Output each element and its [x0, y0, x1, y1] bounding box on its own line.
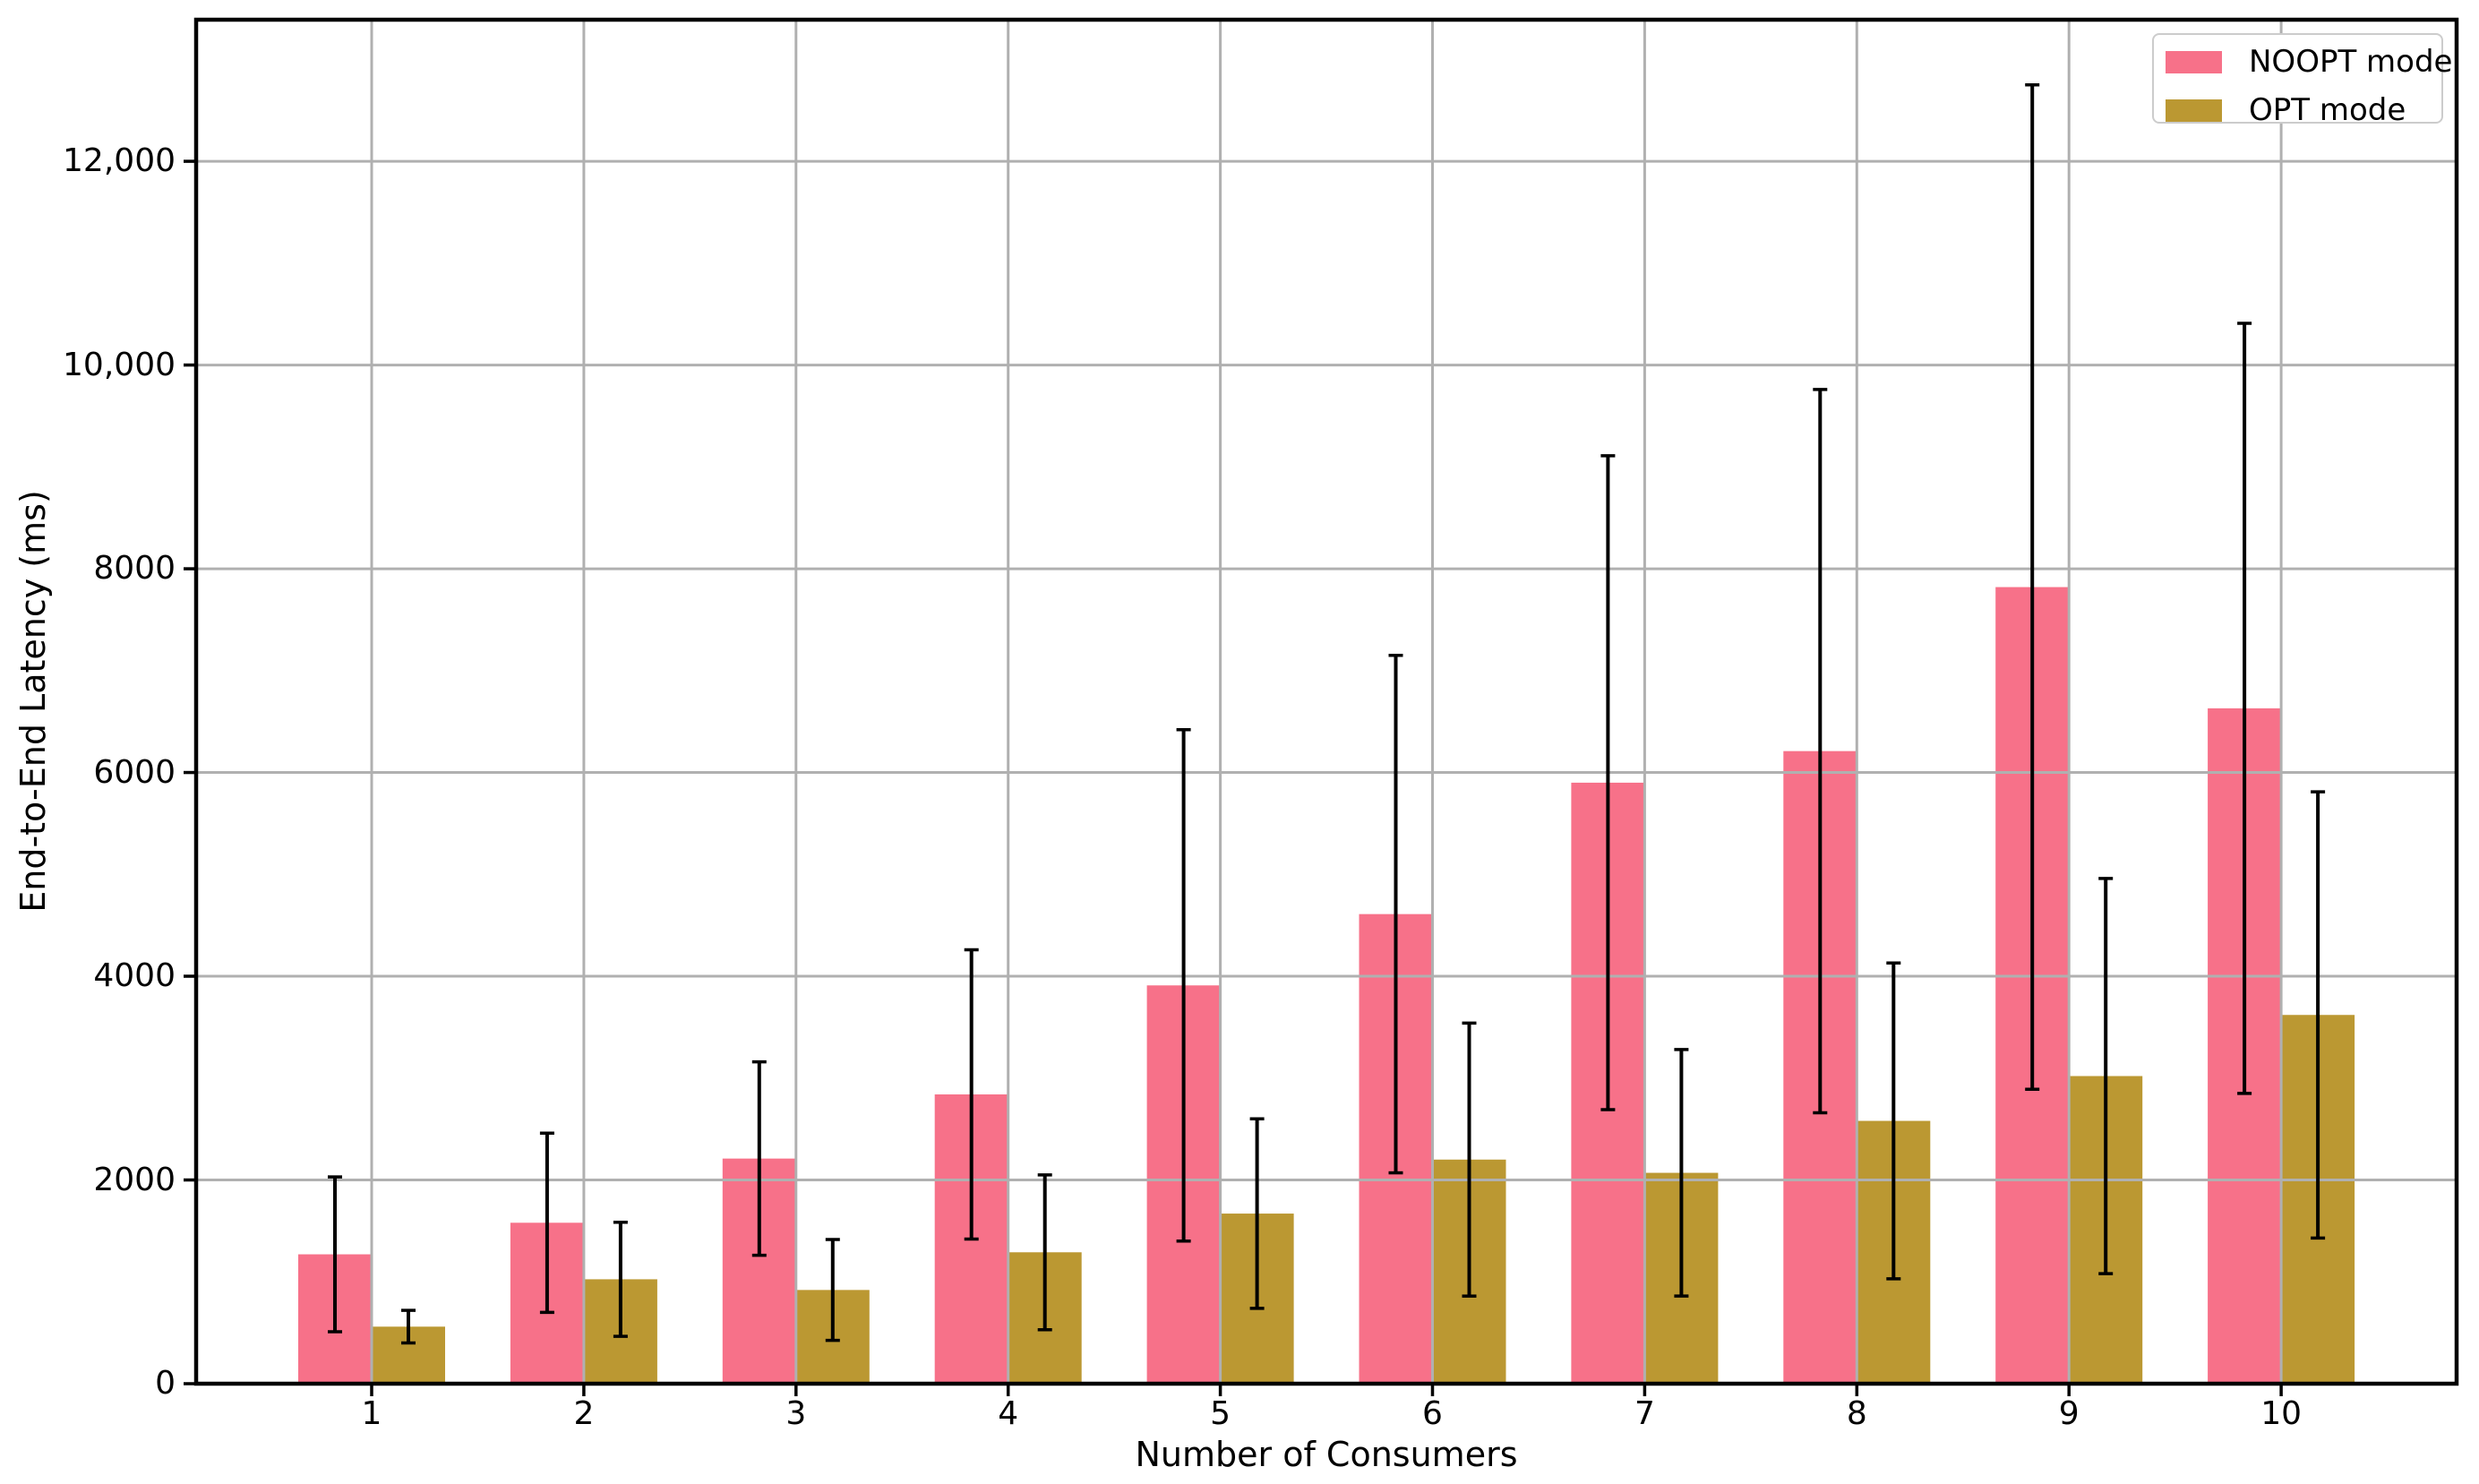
legend-item-noopt-mode: NOOPT mode: [2166, 47, 2452, 77]
legend-label-noopt-mode: NOOPT mode: [2249, 44, 2453, 80]
y-axis-label: End-to-End Latency (ms): [13, 490, 53, 913]
x-tick-label-3: 3: [785, 1395, 807, 1432]
plot-border: [193, 17, 2459, 1386]
legend-swatch-opt-mode: [2166, 99, 2222, 122]
y-tick-label-8000: 8000: [93, 550, 176, 588]
x-tick-label-9: 9: [2058, 1395, 2080, 1432]
x-tick-label-8: 8: [1846, 1395, 1867, 1432]
x-axis-label: Number of Consumers: [1135, 1435, 1518, 1474]
x-tick-label-6: 6: [1422, 1395, 1443, 1432]
y-tick-label-2000: 2000: [93, 1161, 176, 1198]
y-tick-label-12000: 12,000: [63, 142, 176, 180]
y-tick-label-10000: 10,000: [63, 346, 176, 383]
y-tick-label-6000: 6000: [93, 753, 176, 791]
y-tick-label-4000: 4000: [93, 957, 176, 995]
legend: NOOPT mode OPT mode: [2152, 33, 2452, 125]
x-tick-label-2: 2: [573, 1395, 595, 1432]
legend-swatch-noopt-mode: [2166, 50, 2222, 73]
legend-label-opt-mode: OPT mode: [2249, 92, 2406, 128]
x-tick-label-5: 5: [1210, 1395, 1231, 1432]
x-tick-label-7: 7: [1634, 1395, 1655, 1432]
x-tick-label-10: 10: [2260, 1395, 2302, 1432]
x-tick-label-4: 4: [998, 1395, 1019, 1432]
legend-item-opt-mode: OPT mode: [2166, 95, 2441, 125]
y-tick-label-0: 0: [155, 1365, 176, 1402]
x-tick-label-1: 1: [361, 1395, 382, 1432]
